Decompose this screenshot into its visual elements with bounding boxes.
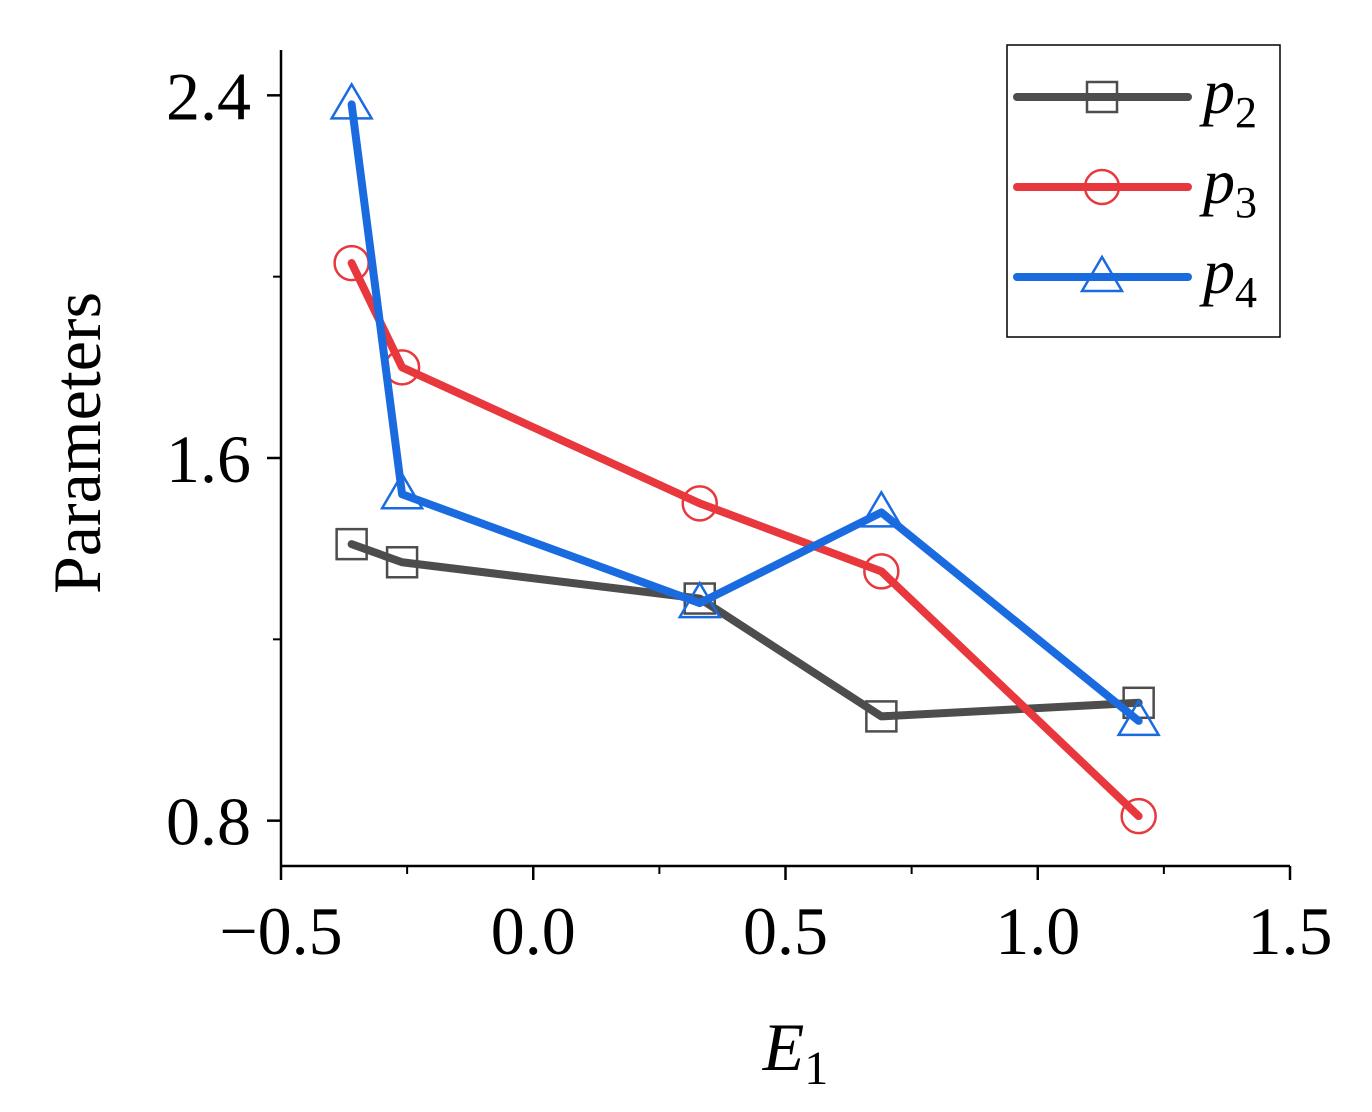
data-point-p4 <box>379 471 425 510</box>
data-point-p3 <box>863 553 900 590</box>
x-axis-title-subscript: 1 <box>804 1042 828 1095</box>
legend-label-subscript: 4 <box>1235 268 1257 317</box>
data-point-p2 <box>385 546 419 579</box>
series-p4 <box>329 81 1161 737</box>
axes: −0.5 0.0 0.5 1.0 1.5 0.8 1.6 2.4 E1 Parameters <box>39 50 1333 1095</box>
data-point-p4 <box>859 489 904 528</box>
y-tick-label: 2.4 <box>166 58 251 134</box>
data-point-p4 <box>1116 698 1161 737</box>
legend-label-subscript: 2 <box>1235 88 1257 137</box>
legend-marker <box>1079 254 1125 293</box>
series-line-p3 <box>347 259 1143 821</box>
x-tick-label: 0.0 <box>491 893 576 969</box>
legend-marker <box>1083 168 1121 206</box>
y-axis-title: Parameters <box>39 292 115 594</box>
data-point-p4 <box>329 81 374 120</box>
series-layer <box>329 81 1161 835</box>
y-tick-label: 1.6 <box>166 421 251 497</box>
data-point-p3 <box>1120 797 1157 835</box>
x-tick-label: 1.5 <box>1248 893 1333 969</box>
legend-item: p3 <box>1013 146 1257 227</box>
data-point-p2 <box>335 527 368 561</box>
x-tick-label: −0.5 <box>219 893 342 969</box>
x-axis-title: E1 <box>762 1009 829 1095</box>
series-p3 <box>333 244 1157 835</box>
legend-marker <box>1085 80 1119 114</box>
data-point-p4 <box>677 580 722 619</box>
x-tick-label: 0.5 <box>743 893 828 969</box>
x-tick-label: 1.0 <box>995 893 1080 969</box>
y-tick-label: 0.8 <box>166 784 251 860</box>
data-point-p3 <box>681 485 718 522</box>
data-point-p2 <box>865 700 898 733</box>
legend-label-subscript: 3 <box>1235 178 1257 227</box>
series-line-p2 <box>347 540 1143 721</box>
series-line-p4 <box>347 100 1143 725</box>
